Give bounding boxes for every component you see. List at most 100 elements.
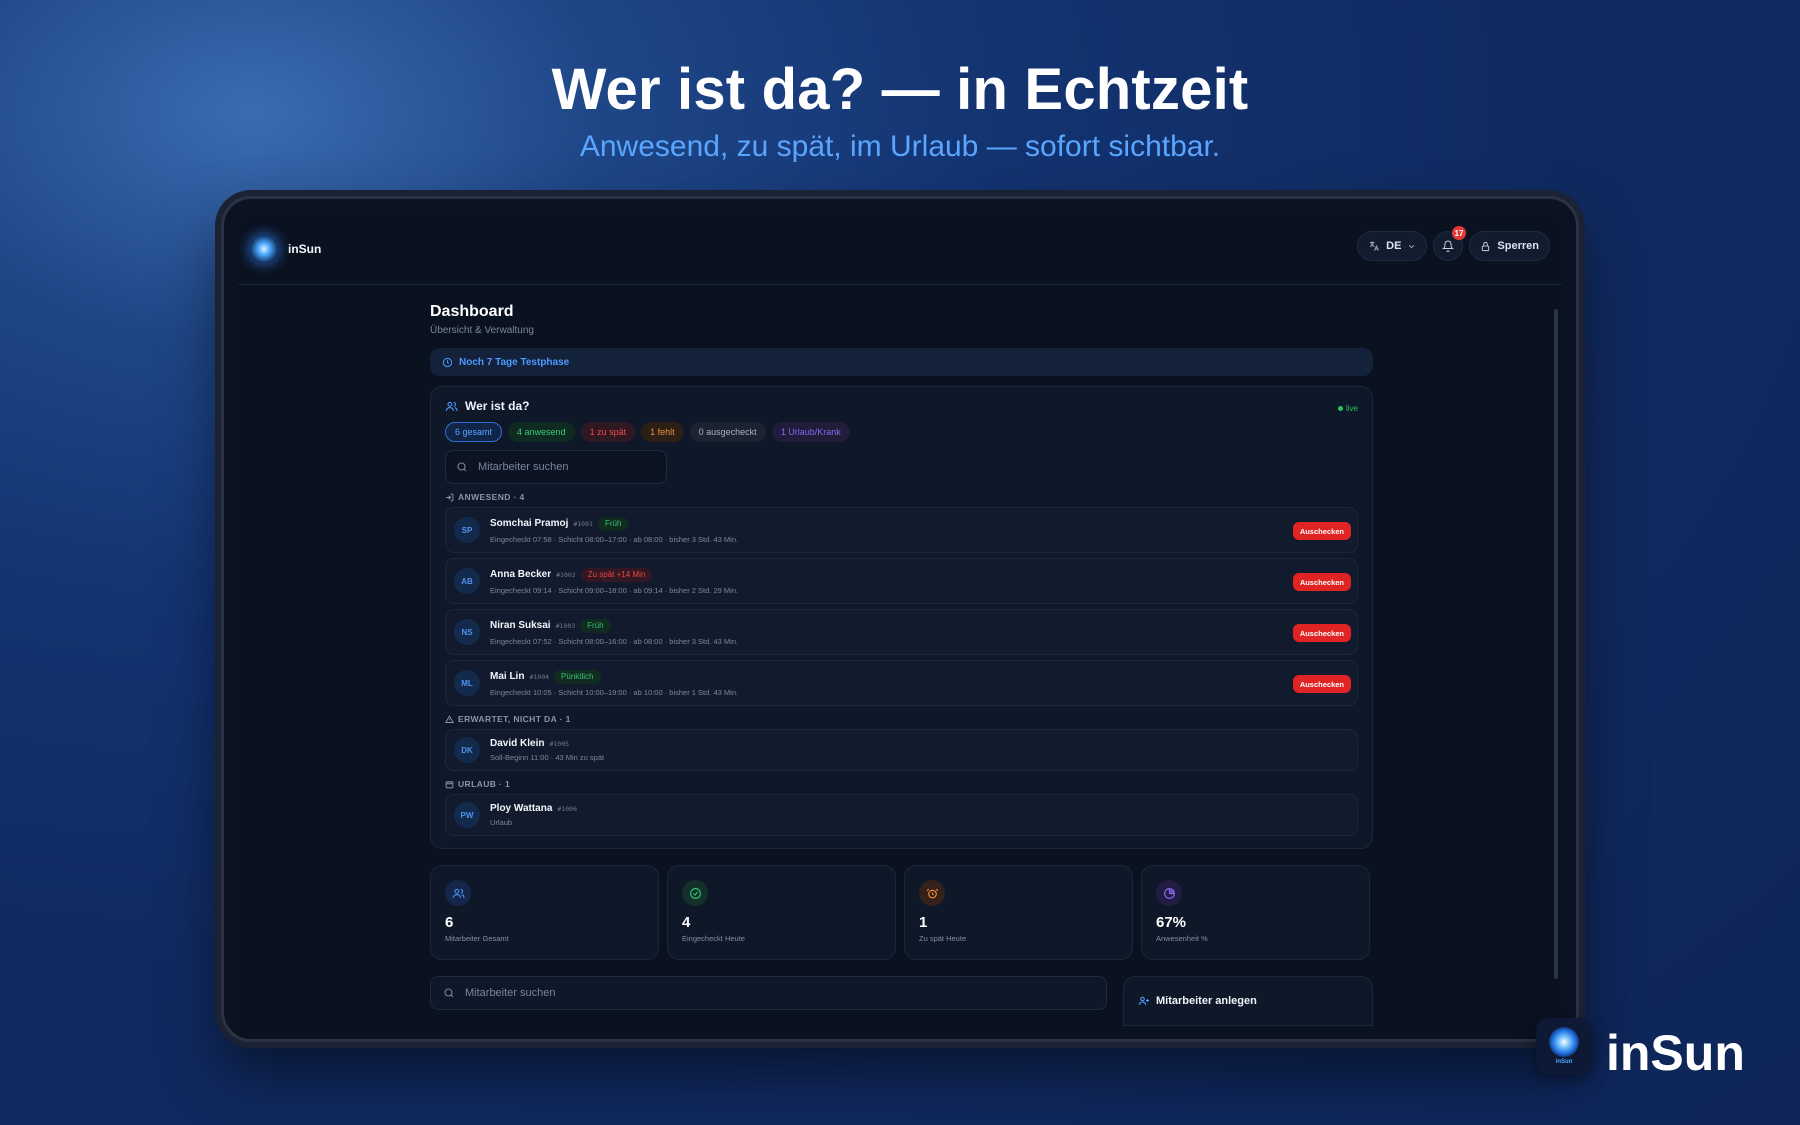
employee-row[interactable]: NS Niran Suksai #1003 Früh Eingecheckt 0… [445, 609, 1358, 655]
employee-heading: Ploy Wattana #1006 [490, 803, 577, 814]
lock-icon [1482, 241, 1490, 251]
stat-card-late[interactable]: 1 Zu spät Heute [904, 865, 1133, 960]
employee-info: Ploy Wattana #1006 Urlaub [490, 803, 577, 827]
stat-card-checked-in[interactable]: 4 Eingecheckt Heute [667, 865, 896, 960]
stat-card-total[interactable]: 6 Mitarbeiter Gesamt [430, 865, 659, 960]
employee-name: Somchai Pramoj [490, 518, 569, 529]
status-badge: Früh [580, 618, 611, 633]
employee-row[interactable]: AB Anna Becker #1002 Zu spät +14 Min Ein… [445, 558, 1358, 604]
employee-heading: David Klein #1005 [490, 738, 604, 749]
pie-chart-icon [1156, 880, 1182, 906]
checkout-button[interactable]: Auschecken [1292, 675, 1351, 693]
employee-detail: Eingecheckt 10:05 · Schicht 10:00–19:00 … [490, 687, 739, 697]
status-filter-chips: 6 gesamt 4 anwesend 1 zu spät 1 fehlt 0 … [445, 422, 1358, 442]
search-icon [457, 462, 467, 472]
top-bar: inSun DE 17 Sperren [238, 213, 1562, 285]
employee-heading: Mai Lin #1004 Pünktlich [490, 669, 738, 684]
chip-present[interactable]: 4 anwesend [508, 422, 575, 442]
chip-checked-out[interactable]: 0 ausgecheckt [689, 422, 766, 442]
employee-name: Niran Suksai [490, 620, 551, 631]
brand-wordmark: inSun [1606, 1025, 1745, 1081]
logo-lettering: inSun [1555, 1059, 1573, 1065]
clock-icon [442, 357, 453, 367]
check-circle-icon [682, 880, 708, 906]
app-logo-icon[interactable] [250, 234, 278, 263]
employee-detail: Eingecheckt 07:58 · Schicht 08:00–17:00 … [490, 534, 739, 544]
employee-search-input[interactable]: Mitarbeiter suchen [445, 450, 667, 484]
avatar: NS [454, 619, 480, 645]
chip-total[interactable]: 6 gesamt [445, 422, 503, 442]
hero-title: Wer ist da? — in Echtzeit [551, 57, 1249, 122]
employee-info: David Klein #1005 Soll-Beginn 11:00 · 43… [490, 738, 604, 762]
employee-search-main[interactable]: Mitarbeiter suchen [430, 976, 1107, 1010]
expected-section-label: ERWARTET, NICHT DA · 1 [445, 714, 1358, 724]
employee-name: David Klein [490, 738, 545, 749]
status-badge: Früh [597, 516, 629, 531]
employee-id: #1002 [556, 570, 576, 579]
employee-row[interactable]: PW Ploy Wattana #1006 Urlaub [445, 794, 1358, 836]
notifications-button[interactable]: 17 [1433, 226, 1467, 261]
status-badge: Zu spät +14 Min [580, 567, 653, 582]
stat-value: 1 [919, 914, 928, 931]
avatar: SP [454, 517, 480, 543]
employee-info: Somchai Pramoj #1001 Früh Eingecheckt 07… [490, 516, 739, 544]
brand-logo-icon: inSun [1536, 1018, 1592, 1074]
employee-info: Anna Becker #1002 Zu spät +14 Min Eingec… [490, 567, 738, 595]
add-employee-button[interactable]: Mitarbeiter anlegen [1123, 976, 1373, 1026]
employee-name: Anna Becker [490, 569, 552, 580]
language-select[interactable]: DE [1357, 231, 1428, 261]
stat-label: Zu spät Heute [919, 934, 967, 943]
employee-id: #1005 [549, 739, 570, 748]
employee-id: #1003 [555, 621, 576, 630]
chip-late[interactable]: 1 zu spät [580, 422, 636, 442]
scrollbar[interactable] [1554, 309, 1558, 979]
alarm-icon [919, 880, 945, 906]
employee-detail: Eingecheckt 07:52 · Schicht 08:00–16:00 … [490, 636, 739, 646]
employee-detail: Urlaub [490, 818, 513, 827]
avatar: DK [454, 737, 480, 763]
main-content: Dashboard Übersicht & Verwaltung Noch 7 … [430, 285, 1373, 1026]
employee-row[interactable]: DK David Klein #1005 Soll-Beginn 11:00 ·… [445, 729, 1358, 771]
search-placeholder: Mitarbeiter suchen [465, 987, 556, 999]
trial-banner[interactable]: Noch 7 Tage Testphase [430, 348, 1373, 376]
employee-heading: Anna Becker #1002 Zu spät +14 Min [490, 567, 738, 582]
employee-id: #1004 [529, 672, 550, 681]
employee-row[interactable]: SP Somchai Pramoj #1001 Früh Eingecheckt… [445, 507, 1358, 553]
employee-row[interactable]: ML Mai Lin #1004 Pünktlich Eingecheckt 1… [445, 660, 1358, 706]
checkout-button[interactable]: Auschecken [1292, 522, 1351, 540]
employee-heading: Somchai Pramoj #1001 Früh [490, 516, 738, 531]
employee-heading: Niran Suksai #1003 Früh [490, 618, 738, 633]
present-section-label: ANWESEND · 4 [445, 492, 1358, 502]
who-is-here-card: Wer ist da? live 6 gesamt 4 anwesend 1 z… [430, 386, 1373, 849]
bell-icon [1442, 240, 1455, 252]
add-employee-label: Mitarbeiter anlegen [1156, 995, 1257, 1007]
chip-leave[interactable]: 1 Urlaub/Krank [771, 422, 850, 442]
stat-value: 6 [445, 914, 454, 931]
stat-card-attendance[interactable]: 67% Anwesenheit % [1141, 865, 1370, 960]
leave-section-label: URLAUB · 1 [445, 779, 1358, 789]
chip-missing[interactable]: 1 fehlt [641, 422, 684, 442]
app-name: inSun [288, 241, 322, 256]
leave-section-text: URLAUB · 1 [458, 779, 511, 789]
users-icon [445, 880, 471, 906]
stat-label: Eingecheckt Heute [682, 934, 745, 943]
expected-section-text: ERWARTET, NICHT DA · 1 [458, 714, 571, 724]
who-is-here-header: Wer ist da? [445, 399, 1358, 413]
lock-button[interactable]: Sperren [1469, 231, 1550, 261]
checkout-button[interactable]: Auschecken [1292, 624, 1351, 642]
search-placeholder: Mitarbeiter suchen [478, 461, 569, 473]
present-section-text: ANWESEND · 4 [458, 492, 525, 502]
page-title: Dashboard [430, 303, 514, 320]
who-is-here-title: Wer ist da? [465, 399, 530, 413]
status-badge: Pünktlich [554, 669, 601, 684]
laptop-frame: inSun DE 17 Sperren Dashboard [221, 196, 1579, 1042]
stat-value: 67% [1156, 914, 1187, 931]
employee-id: #1006 [557, 804, 577, 813]
sun-icon [1549, 1027, 1579, 1057]
stat-value: 4 [682, 914, 691, 931]
login-icon [446, 493, 454, 501]
language-label: DE [1386, 240, 1402, 252]
stat-label: Mitarbeiter Gesamt [445, 934, 509, 943]
checkout-button[interactable]: Auschecken [1292, 573, 1351, 591]
translate-icon [1369, 241, 1380, 251]
